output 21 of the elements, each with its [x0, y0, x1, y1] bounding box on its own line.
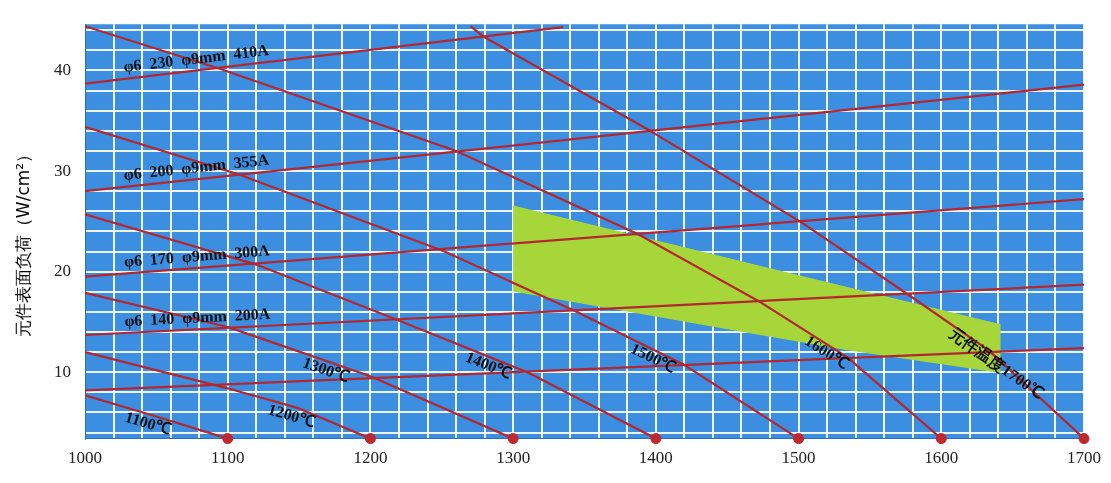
x-tick-label: 1700: [1067, 448, 1101, 468]
text: 1400℃: [463, 348, 515, 382]
x-tick-label: 1400: [638, 448, 673, 468]
text: φ6 200 φ9mm 355A: [122, 150, 271, 185]
x-tick-label: 1300: [496, 448, 531, 468]
x-tick-label: 1500: [781, 448, 816, 468]
x-tick-label: 1100: [211, 448, 245, 468]
y-axis-title: 元件表面负荷（W/cm²）: [12, 145, 35, 338]
x-tick-label: 1000: [68, 448, 102, 468]
y-tick-label: 20: [54, 261, 71, 281]
series-label: φ6 140 φ9mm 200A: [123, 304, 272, 331]
series-label: φ6 170 φ9mm 300A: [123, 241, 271, 271]
x-tick-label: 1200: [353, 448, 388, 468]
y-tick-label: 40: [54, 59, 71, 79]
y-tick-label: 30: [54, 160, 71, 180]
x-tick-label: 1600: [924, 448, 959, 468]
text: 1100℃: [123, 407, 174, 438]
y-tick-label: 10: [54, 361, 71, 381]
text: 1200℃: [266, 400, 317, 430]
text: 1300℃: [300, 353, 352, 386]
text: φ6 230 φ9mm 410A: [122, 40, 271, 76]
